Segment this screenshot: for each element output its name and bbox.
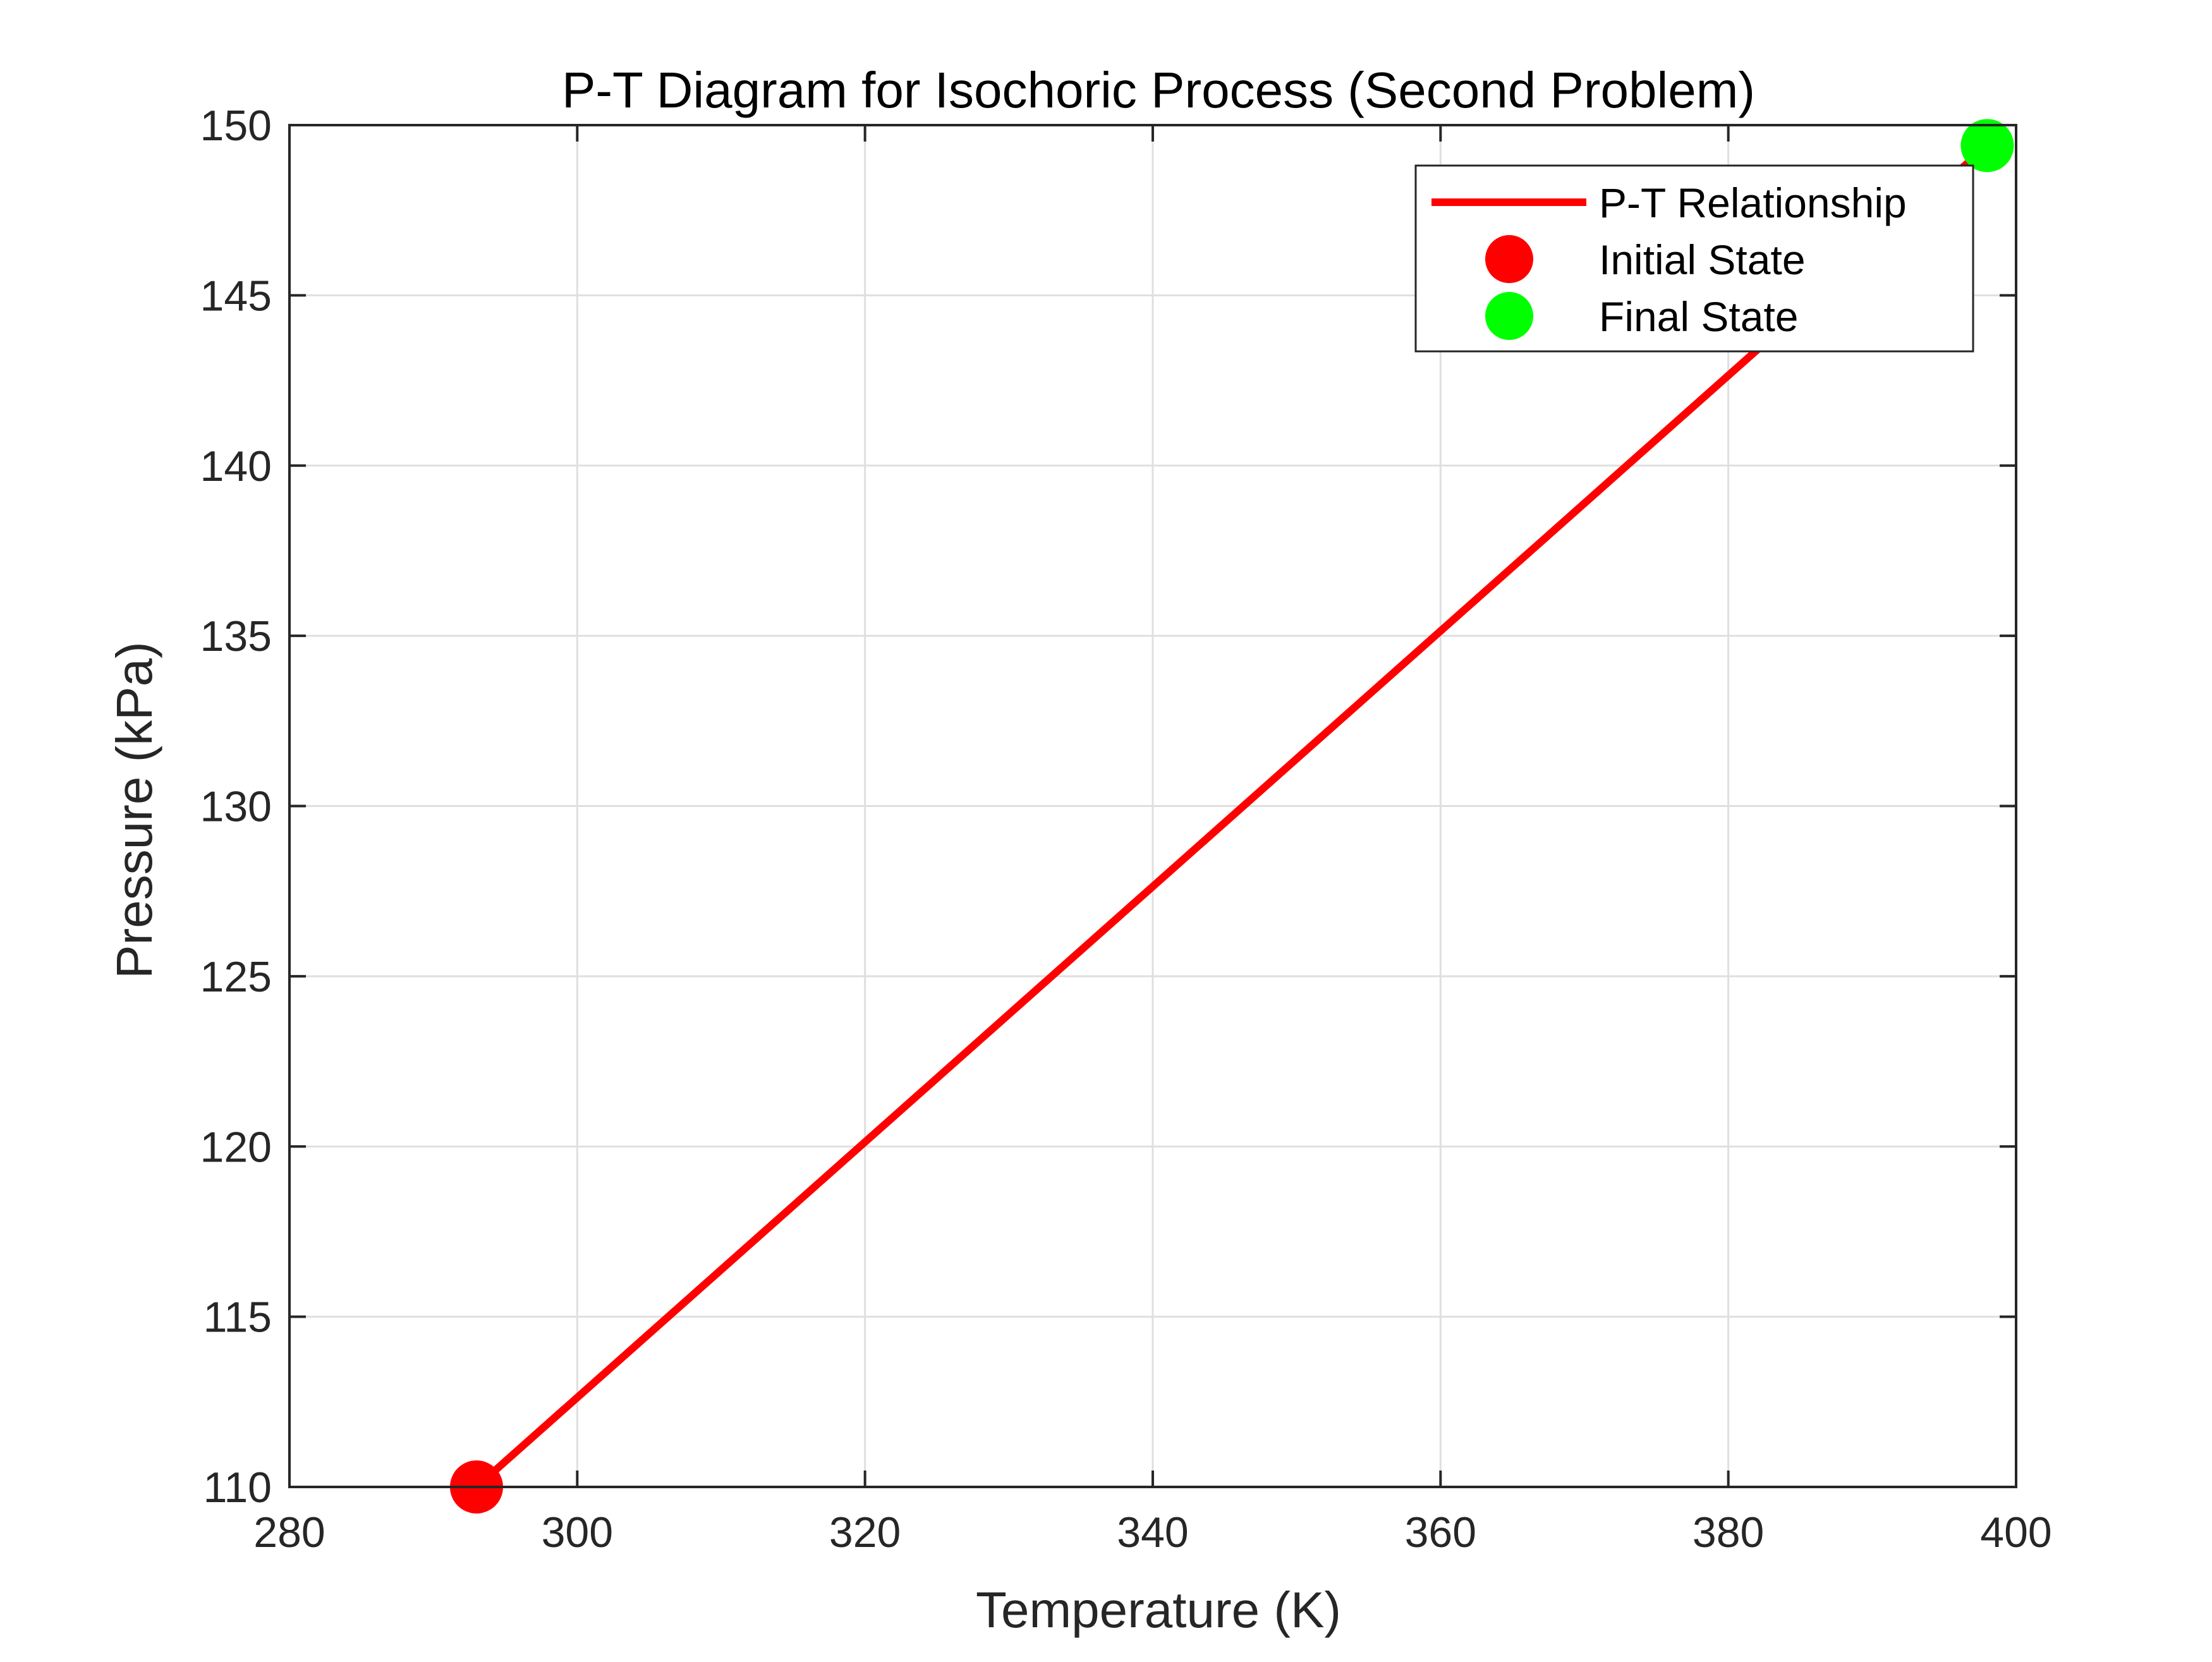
x-tick-label: 360 xyxy=(1405,1508,1476,1556)
legend-swatch-marker xyxy=(1485,292,1533,340)
x-tick-label: 300 xyxy=(542,1508,613,1556)
y-tick-label: 110 xyxy=(204,1464,272,1512)
x-axis-label: Temperature (K) xyxy=(976,1582,1341,1638)
legend: P-T Relationship Initial State Final State xyxy=(1414,164,1974,353)
y-tick-label: 115 xyxy=(204,1294,272,1342)
chart-title: P-T Diagram for Isochoric Process (Secon… xyxy=(562,62,1755,118)
series-line-pt-relationship xyxy=(473,142,1990,1490)
x-tick-label: 380 xyxy=(1692,1508,1764,1556)
legend-swatch-marker xyxy=(1485,235,1533,283)
x-tick-label: 340 xyxy=(1117,1508,1188,1556)
y-tick-label: 130 xyxy=(200,783,272,831)
x-tick-label: 400 xyxy=(1980,1508,2051,1556)
x-tick-label: 280 xyxy=(253,1508,325,1556)
y-tick-label: 135 xyxy=(200,612,272,660)
legend-label: Final State xyxy=(1599,293,1799,340)
y-tick-label: 145 xyxy=(200,272,272,320)
y-tick-label: 125 xyxy=(200,953,272,1001)
y-tick-label: 140 xyxy=(200,442,272,490)
x-tick-label: 320 xyxy=(829,1508,901,1556)
final-state-marker xyxy=(1960,119,2014,173)
tick-layer: 280 300 320 340 360 380 400 110 115 120 125 130 135 1… xyxy=(200,102,2052,1556)
y-axis-label: Pressure (kPa) xyxy=(106,641,162,978)
series-layer xyxy=(449,119,2014,1513)
legend-label: P-T Relationship xyxy=(1599,179,1907,226)
y-tick-label: 150 xyxy=(200,102,272,150)
y-tick-label: 120 xyxy=(200,1123,272,1171)
legend-label: Initial State xyxy=(1599,236,1806,283)
